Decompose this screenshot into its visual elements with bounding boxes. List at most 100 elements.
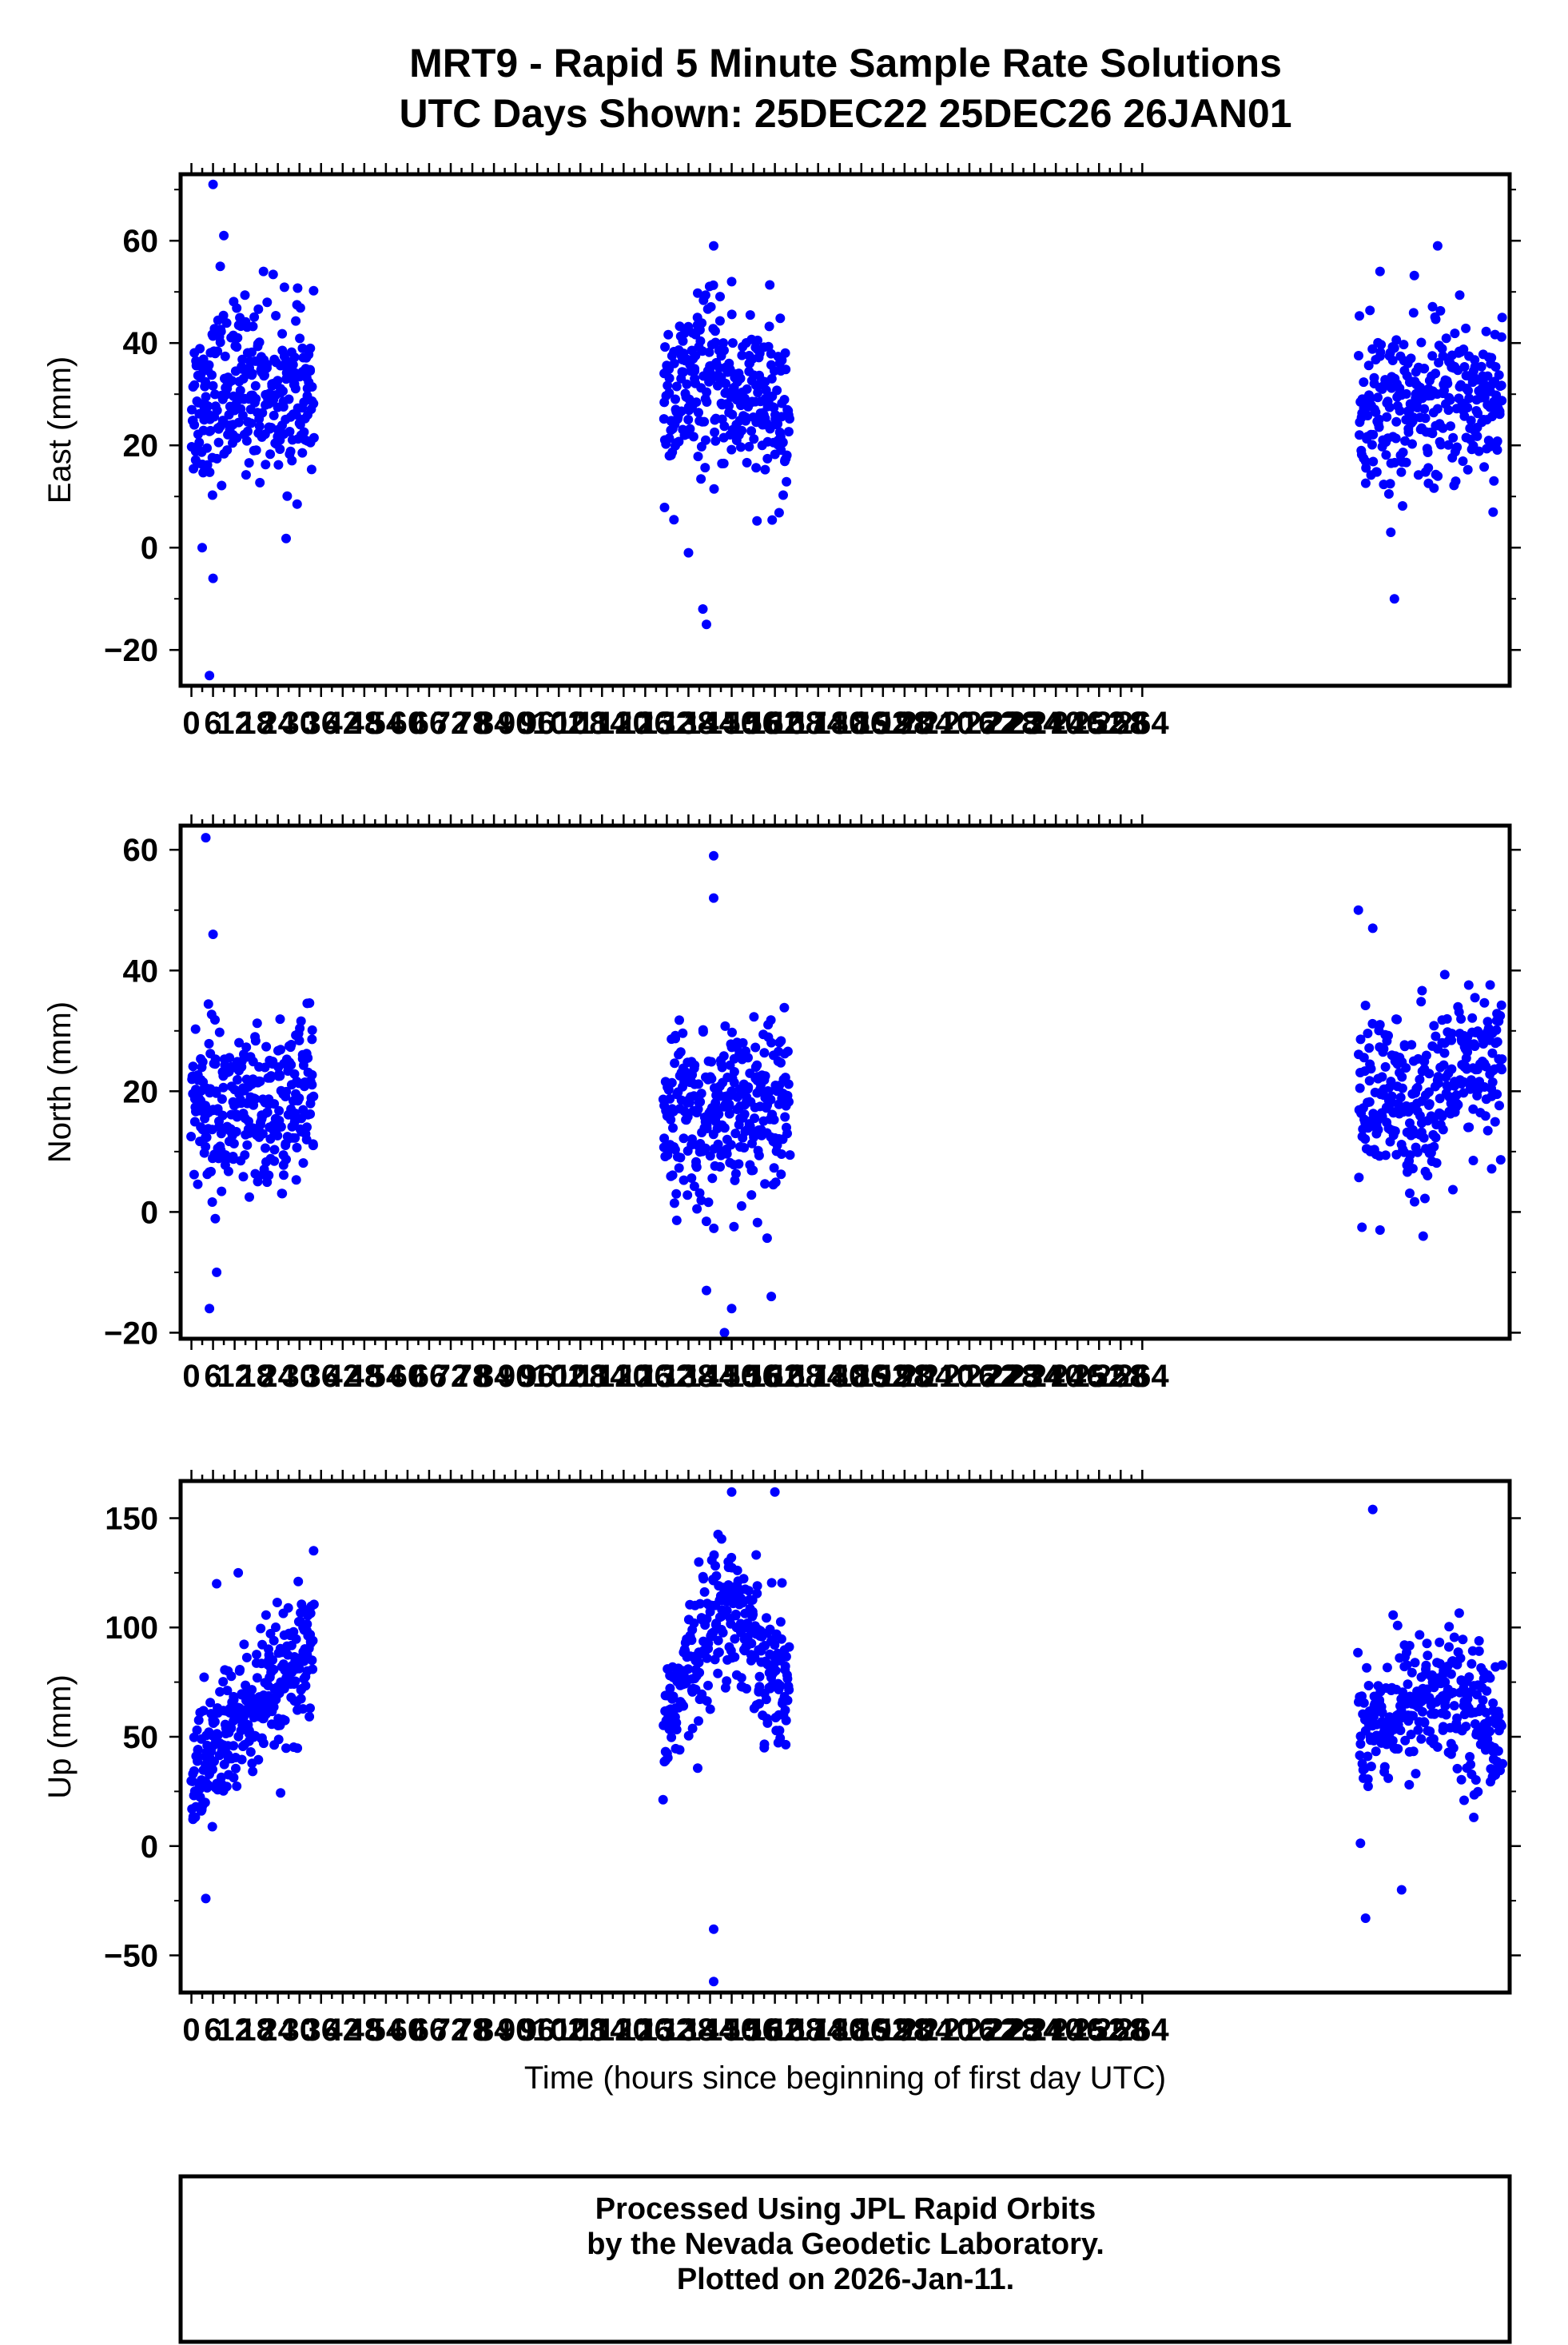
data-point xyxy=(291,1634,301,1644)
data-point xyxy=(308,1599,319,1610)
data-point xyxy=(1415,1074,1425,1085)
data-point xyxy=(233,1075,242,1085)
data-point xyxy=(305,1109,316,1119)
data-point xyxy=(726,1140,736,1150)
data-point xyxy=(699,416,710,427)
x-tick-label: 102 xyxy=(532,2013,586,2048)
data-point xyxy=(209,1717,220,1727)
x-tick-label: 72 xyxy=(433,2013,469,2048)
data-point xyxy=(1441,1710,1451,1720)
data-point xyxy=(231,1763,241,1774)
data-point xyxy=(208,179,218,189)
footer-box xyxy=(178,2174,1512,2344)
data-point xyxy=(782,476,792,487)
data-point xyxy=(769,1115,779,1125)
x-tick-label: 156 xyxy=(726,1359,780,1394)
data-point xyxy=(1433,471,1443,481)
data-point xyxy=(1459,362,1470,372)
data-point xyxy=(1469,1812,1479,1822)
x-tick-label: 6 xyxy=(204,706,221,741)
data-point xyxy=(1355,1739,1366,1749)
data-point xyxy=(667,1170,678,1180)
data-point xyxy=(1496,380,1506,391)
data-point xyxy=(687,1723,698,1734)
data-point xyxy=(664,388,675,398)
data-point xyxy=(1494,370,1504,380)
data-point xyxy=(692,1204,702,1214)
data-point xyxy=(752,516,762,526)
x-tick-label: 90 xyxy=(498,706,534,741)
data-point xyxy=(201,376,210,387)
x-tick-label: 246 xyxy=(1051,2013,1104,2048)
data-point xyxy=(691,397,702,408)
data-point xyxy=(294,1663,304,1674)
data-point xyxy=(212,1267,222,1277)
data-point xyxy=(1376,340,1387,350)
data-point xyxy=(702,1121,712,1130)
data-point xyxy=(693,1763,702,1774)
x-tick-label: 96 xyxy=(519,706,555,741)
data-point xyxy=(294,1093,304,1103)
data-point xyxy=(1407,1164,1418,1174)
data-point xyxy=(693,452,703,462)
plot-frame xyxy=(178,1479,1512,1995)
data-point xyxy=(782,1129,792,1139)
x-tick-label: 90 xyxy=(498,2013,534,2048)
data-point xyxy=(299,427,309,437)
x-tick-label: 156 xyxy=(726,2013,780,2048)
data-point xyxy=(295,1023,305,1033)
data-point xyxy=(1408,1746,1419,1757)
data-point xyxy=(187,1776,197,1786)
x-tick-label: 234 xyxy=(1008,2013,1061,2048)
data-point xyxy=(1383,489,1394,499)
data-point xyxy=(1448,1743,1459,1753)
data-point xyxy=(766,1015,776,1025)
data-point xyxy=(696,1089,706,1099)
data-point xyxy=(709,484,719,494)
data-point xyxy=(1423,463,1434,473)
data-point xyxy=(745,310,755,320)
data-point xyxy=(292,499,302,509)
data-point xyxy=(761,385,771,396)
data-point xyxy=(668,1123,678,1133)
data-point xyxy=(261,1041,272,1052)
data-point xyxy=(257,408,268,418)
data-point xyxy=(1458,456,1468,466)
data-point xyxy=(219,230,229,241)
data-point xyxy=(1419,404,1430,414)
x-tick-label: 84 xyxy=(476,706,512,741)
data-point xyxy=(779,395,790,404)
data-point xyxy=(1427,351,1438,361)
data-point xyxy=(675,1015,684,1025)
data-point xyxy=(678,1028,688,1038)
data-point xyxy=(722,1676,732,1686)
data-point xyxy=(764,1087,774,1097)
data-point xyxy=(1360,478,1371,488)
x-tick-label: 150 xyxy=(705,706,758,741)
data-point xyxy=(1359,1053,1369,1063)
data-point xyxy=(1367,440,1377,450)
data-point xyxy=(718,338,728,348)
x-tick-label: 246 xyxy=(1051,1359,1104,1394)
data-point xyxy=(1383,1773,1394,1783)
data-point xyxy=(221,1782,232,1792)
data-point xyxy=(1360,1134,1371,1145)
data-point xyxy=(279,1170,289,1180)
data-point xyxy=(205,467,215,477)
data-point xyxy=(663,380,673,391)
data-point xyxy=(761,1694,771,1705)
data-point xyxy=(1452,1713,1463,1723)
x-tick-label: 174 xyxy=(791,1359,845,1394)
data-point xyxy=(750,1113,760,1124)
data-point xyxy=(702,1285,711,1296)
data-point xyxy=(668,1691,679,1702)
data-point xyxy=(1494,1101,1504,1111)
data-point xyxy=(207,1197,217,1207)
y-axis-label: Up (mm) xyxy=(42,1674,78,1799)
data-point xyxy=(682,379,692,389)
data-point xyxy=(742,384,752,394)
data-point xyxy=(1400,1735,1411,1746)
data-point xyxy=(775,1617,786,1627)
data-point xyxy=(1386,528,1396,537)
data-point xyxy=(293,1576,304,1587)
